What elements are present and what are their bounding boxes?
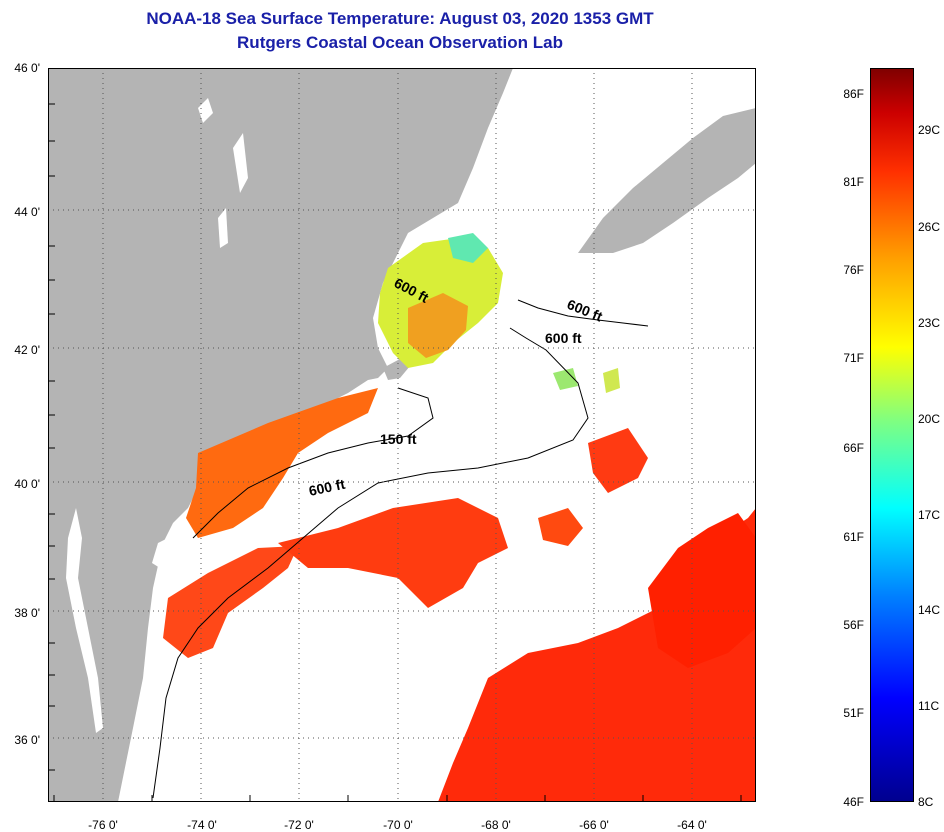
- lat-label-36: 36 0': [14, 733, 40, 747]
- colorbar-label-f: 61F: [843, 530, 864, 544]
- lat-label-38: 38 0': [14, 606, 40, 620]
- colorbar-label-c: 29C: [918, 123, 941, 137]
- temperature-colorbar: [870, 68, 914, 802]
- colorbar-label-f: 56F: [843, 618, 864, 632]
- colorbar-label-c: 17C: [918, 508, 941, 522]
- map-title: NOAA-18 Sea Surface Temperature: August …: [146, 9, 654, 28]
- lat-label-44: 44 0': [14, 205, 40, 219]
- colorbar-label-c: 23C: [918, 316, 941, 330]
- colorbar-label-f: 46F: [843, 795, 864, 809]
- contour-label: 600 ft: [307, 476, 346, 499]
- sst-warm-patch: [438, 508, 756, 802]
- lon-label-66: -66 0': [579, 818, 609, 832]
- sst-cool-patch: [603, 368, 620, 393]
- lon-label-64: -64 0': [677, 818, 707, 832]
- contour-150ft: [192, 387, 434, 539]
- inland-lake: [198, 98, 213, 123]
- sst-warm-patch: [278, 498, 508, 608]
- lon-label-76: -76 0': [88, 818, 118, 832]
- map-frame: [48, 68, 756, 802]
- lon-label-72: -72 0': [284, 818, 314, 832]
- colorbar-label-f: 76F: [843, 263, 864, 277]
- colorbar-label-c: 26C: [918, 220, 941, 234]
- lat-label-42: 42 0': [14, 343, 40, 357]
- colorbar-label-f: 66F: [843, 441, 864, 455]
- colorbar-label-c: 20C: [918, 412, 941, 426]
- land-nova-scotia: [578, 108, 756, 253]
- graticule: [48, 68, 756, 802]
- land-long-island: [213, 386, 348, 432]
- sst-cool-patch: [553, 368, 578, 390]
- lon-label-74: -74 0': [187, 818, 217, 832]
- lon-label-68: -68 0': [481, 818, 511, 832]
- sst-warm-patch: [648, 513, 756, 668]
- delaware-bay: [152, 538, 172, 568]
- sst-cool-patch: [448, 233, 488, 263]
- contour-label: 150 ft: [380, 431, 417, 447]
- sst-map: 600 ft 600 ft 600 ft 150 ft 600 ft: [48, 68, 756, 802]
- map-subtitle: Rutgers Coastal Ocean Observation Lab: [237, 33, 563, 52]
- colorbar-label-f: 86F: [843, 87, 864, 101]
- contour-600ft-shelf: [152, 327, 589, 799]
- sst-warm-patch: [538, 508, 583, 546]
- colorbar-label-c: 11C: [918, 699, 940, 713]
- inland-lake: [233, 133, 248, 193]
- colorbar-label-f: 71F: [843, 351, 864, 365]
- lat-label-46: 46 0': [14, 61, 40, 75]
- contour-600ft-gulf: [517, 299, 649, 327]
- sst-warm-patch: [186, 388, 378, 538]
- colorbar-label-f: 51F: [843, 706, 864, 720]
- colorbar-label-f: 81F: [843, 175, 864, 189]
- lon-label-70: -70 0': [383, 818, 413, 832]
- contour-label: 600 ft: [545, 330, 582, 346]
- sst-cool-patch: [408, 293, 468, 358]
- chesapeake-bay: [66, 508, 103, 733]
- land-mainland: [48, 68, 513, 802]
- colorbar-label-c: 14C: [918, 603, 941, 617]
- lat-label-40: 40 0': [14, 477, 40, 491]
- axis-ticks: [48, 103, 742, 802]
- sst-warm-patch: [588, 428, 648, 493]
- inland-lake: [218, 208, 228, 248]
- colorbar-label-c: 8C: [918, 795, 934, 809]
